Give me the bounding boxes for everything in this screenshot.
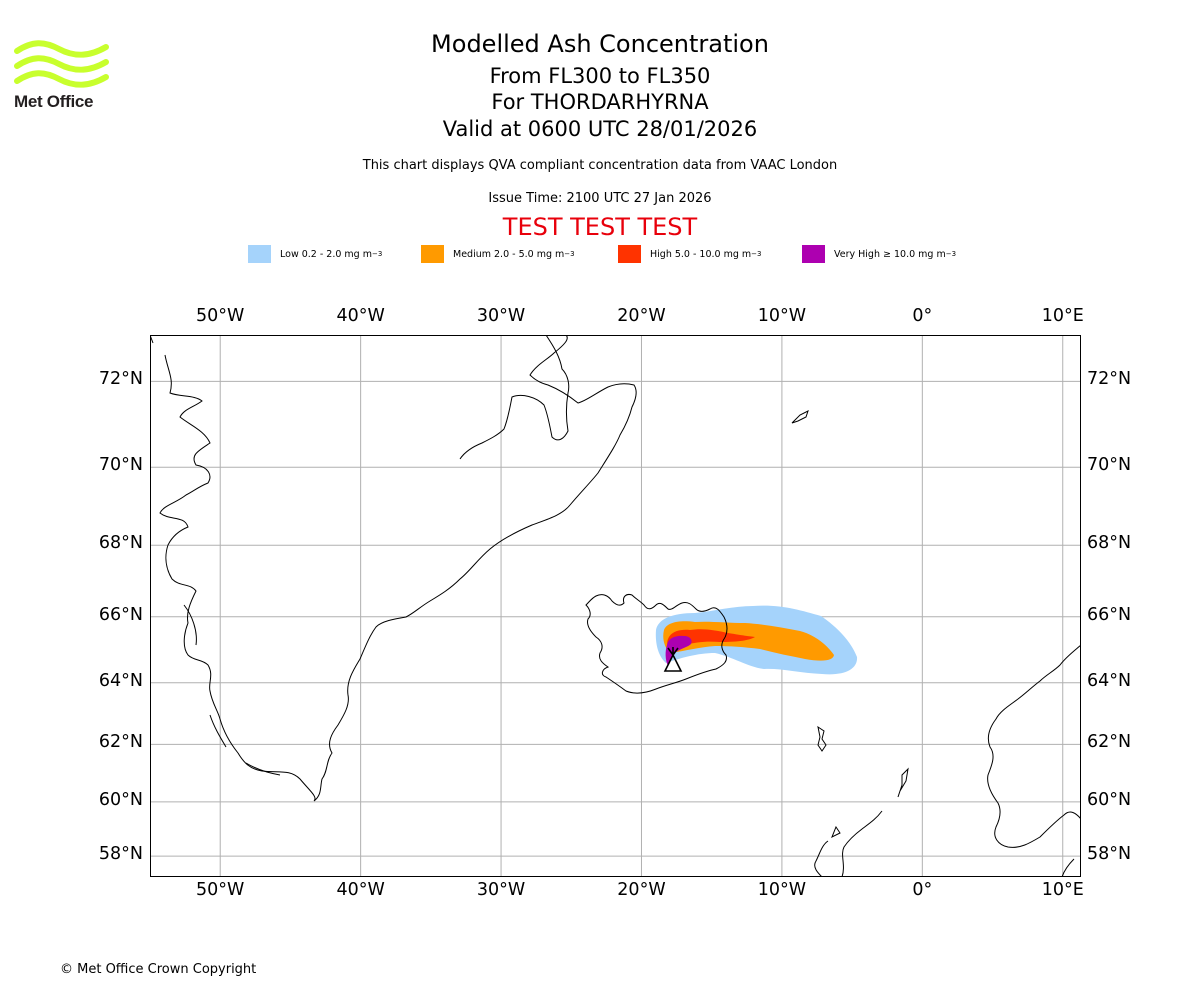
lat-tick-label-left: 64°N [98,670,143,691]
lon-tick-label-bottom: 0° [912,880,933,900]
lat-tick-label-right: 72°N [1087,369,1132,390]
volcano-name: For THORDARHYRNA [491,90,709,114]
lat-tick-label-right: 68°N [1087,533,1132,554]
coastline-shetland [897,767,909,798]
coastline-faroe [817,725,827,752]
legend-high: High 5.0 - 10.0 mg m −3 [618,244,762,264]
lon-tick-label-top: 40°W [336,306,385,326]
coastline-greenland [150,335,637,802]
ash-map [150,335,1081,877]
lat-tick-label-left: 72°N [98,369,143,390]
legend-label-low: Low 0.2 - 2.0 mg m [280,248,372,260]
legend-medium: Medium 2.0 - 5.0 mg m −3 [421,244,575,264]
lon-tick-label-top: 0° [912,306,933,326]
map-frame [150,335,1081,877]
legend-exp-medium: −3 [564,250,575,258]
test-banner: TEST TEST TEST [502,213,698,241]
legend-very-high: Very High ≥ 10.0 mg m −3 [802,244,956,264]
lat-tick-label-right: 64°N [1087,670,1132,691]
graticule [150,335,1081,877]
lat-tick-label-right: 58°N [1087,844,1132,865]
coastline-greenland-northeast [459,335,570,460]
met-office-logo-icon [14,40,109,88]
legend-exp-low: −3 [372,250,383,258]
lon-tick-label-bottom: 20°W [617,880,666,900]
legend-swatch-low [248,245,271,263]
met-office-logo-text: Met Office [14,92,94,111]
legend-label-high: High 5.0 - 10.0 mg m [650,248,752,260]
coastline-scotland [814,810,883,877]
lat-tick-label-left: 66°N [98,604,143,625]
lat-tick-label-left: 62°N [98,732,143,753]
lon-tick-label-top: 50°W [196,306,245,326]
lat-tick-label-left: 58°N [98,844,143,865]
lat-tick-label-left: 60°N [98,789,143,810]
lat-tick-label-right: 62°N [1087,732,1132,753]
lat-tick-label-right: 66°N [1087,604,1132,625]
legend-label-very-high: Very High ≥ 10.0 mg m [834,248,946,260]
legend-swatch-very-high [802,245,825,263]
lon-tick-label-bottom: 10°W [757,880,807,900]
lon-tick-label-bottom: 30°W [476,880,526,900]
legend-swatch-high [618,245,641,263]
lon-tick-label-bottom: 10°E [1041,880,1084,900]
volcano-triangle-icon [663,647,683,672]
lat-tick-label-right: 70°N [1087,455,1132,476]
lon-tick-label-top: 10°W [757,306,807,326]
coastline-greenland-south-detail [183,604,281,776]
lon-tick-label-top: 30°W [476,306,526,326]
ash-very-high [665,635,692,666]
valid-time: Valid at 0600 UTC 28/01/2026 [442,117,758,141]
coastlines [150,335,1081,877]
lon-tick-label-bottom: 40°W [336,880,385,900]
copyright: © Met Office Crown Copyright [60,962,257,977]
lat-tick-label-left: 70°N [98,455,143,476]
flight-levels: From FL300 to FL350 [489,64,711,88]
coastline-iceland [585,594,728,694]
lat-tick-label-right: 60°N [1087,789,1132,810]
ash-plume [655,605,858,675]
description: This chart displays QVA compliant concen… [362,158,838,173]
legend-low: Low 0.2 - 2.0 mg m −3 [248,244,382,264]
legend-exp-very-high: −3 [945,250,957,258]
legend-label-medium: Medium 2.0 - 5.0 mg m [453,248,565,260]
lon-tick-label-bottom: 50°W [196,880,245,900]
lon-tick-label-top: 20°W [617,306,666,326]
coastline-norway [987,644,1081,877]
issue-time: Issue Time: 2100 UTC 27 Jan 2026 [488,191,712,206]
coastline-jan-mayen [791,410,809,424]
lon-tick-label-top: 10°E [1041,306,1084,326]
lat-tick-label-left: 68°N [98,533,143,554]
legend-swatch-medium [421,245,444,263]
legend-exp-high: −3 [751,250,762,258]
chart-title: Modelled Ash Concentration [431,30,769,58]
